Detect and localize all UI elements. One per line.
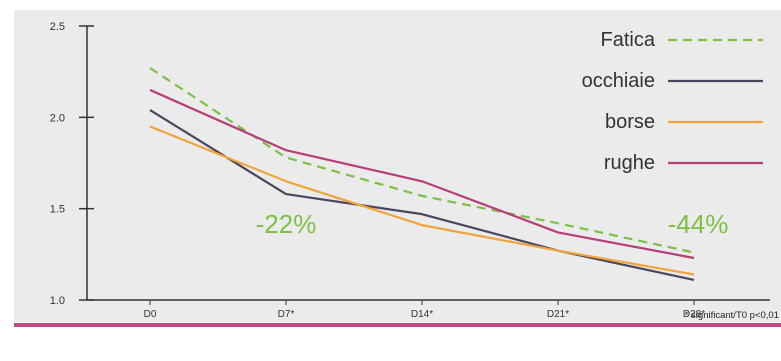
x-tick-label: D14* [411,309,433,320]
legend: Fatica occhiaie borse rughe [582,29,763,174]
series-line-occhiaie [149,109,695,281]
legend-label-occhiaie: occhiaie [582,70,655,92]
annotation-d7: -22% [256,209,317,239]
y-tick-label: 2.0 [50,112,65,124]
series-lines [149,67,695,281]
series-line-borse [149,125,695,276]
y-tick-label: 2.5 [50,21,65,33]
y-tick-label: 1.5 [50,204,65,216]
y-ticks: 1.0 1.5 2.0 2.5 [50,21,94,307]
bottom-accent-bar [14,323,781,327]
x-tick-label: D7* [278,309,295,320]
series-line-rughe [149,88,695,260]
plot-background [14,10,781,322]
significance-footnote: * significant/T0 p<0,01 [685,310,779,321]
y-tick-label: 1.0 [50,295,65,307]
legend-label-fatica: Fatica [601,29,656,51]
annotation-d28: -44% [668,209,729,239]
series-line-fatica [149,67,695,254]
legend-label-borse: borse [605,111,655,133]
legend-label-rughe: rughe [604,152,655,174]
x-tick-label: D0 [144,309,157,320]
x-tick-label: D28* [683,309,705,320]
x-tick-label: D21* [547,309,569,320]
x-ticks: D0 D7* D14* D21* D28* [144,300,705,320]
